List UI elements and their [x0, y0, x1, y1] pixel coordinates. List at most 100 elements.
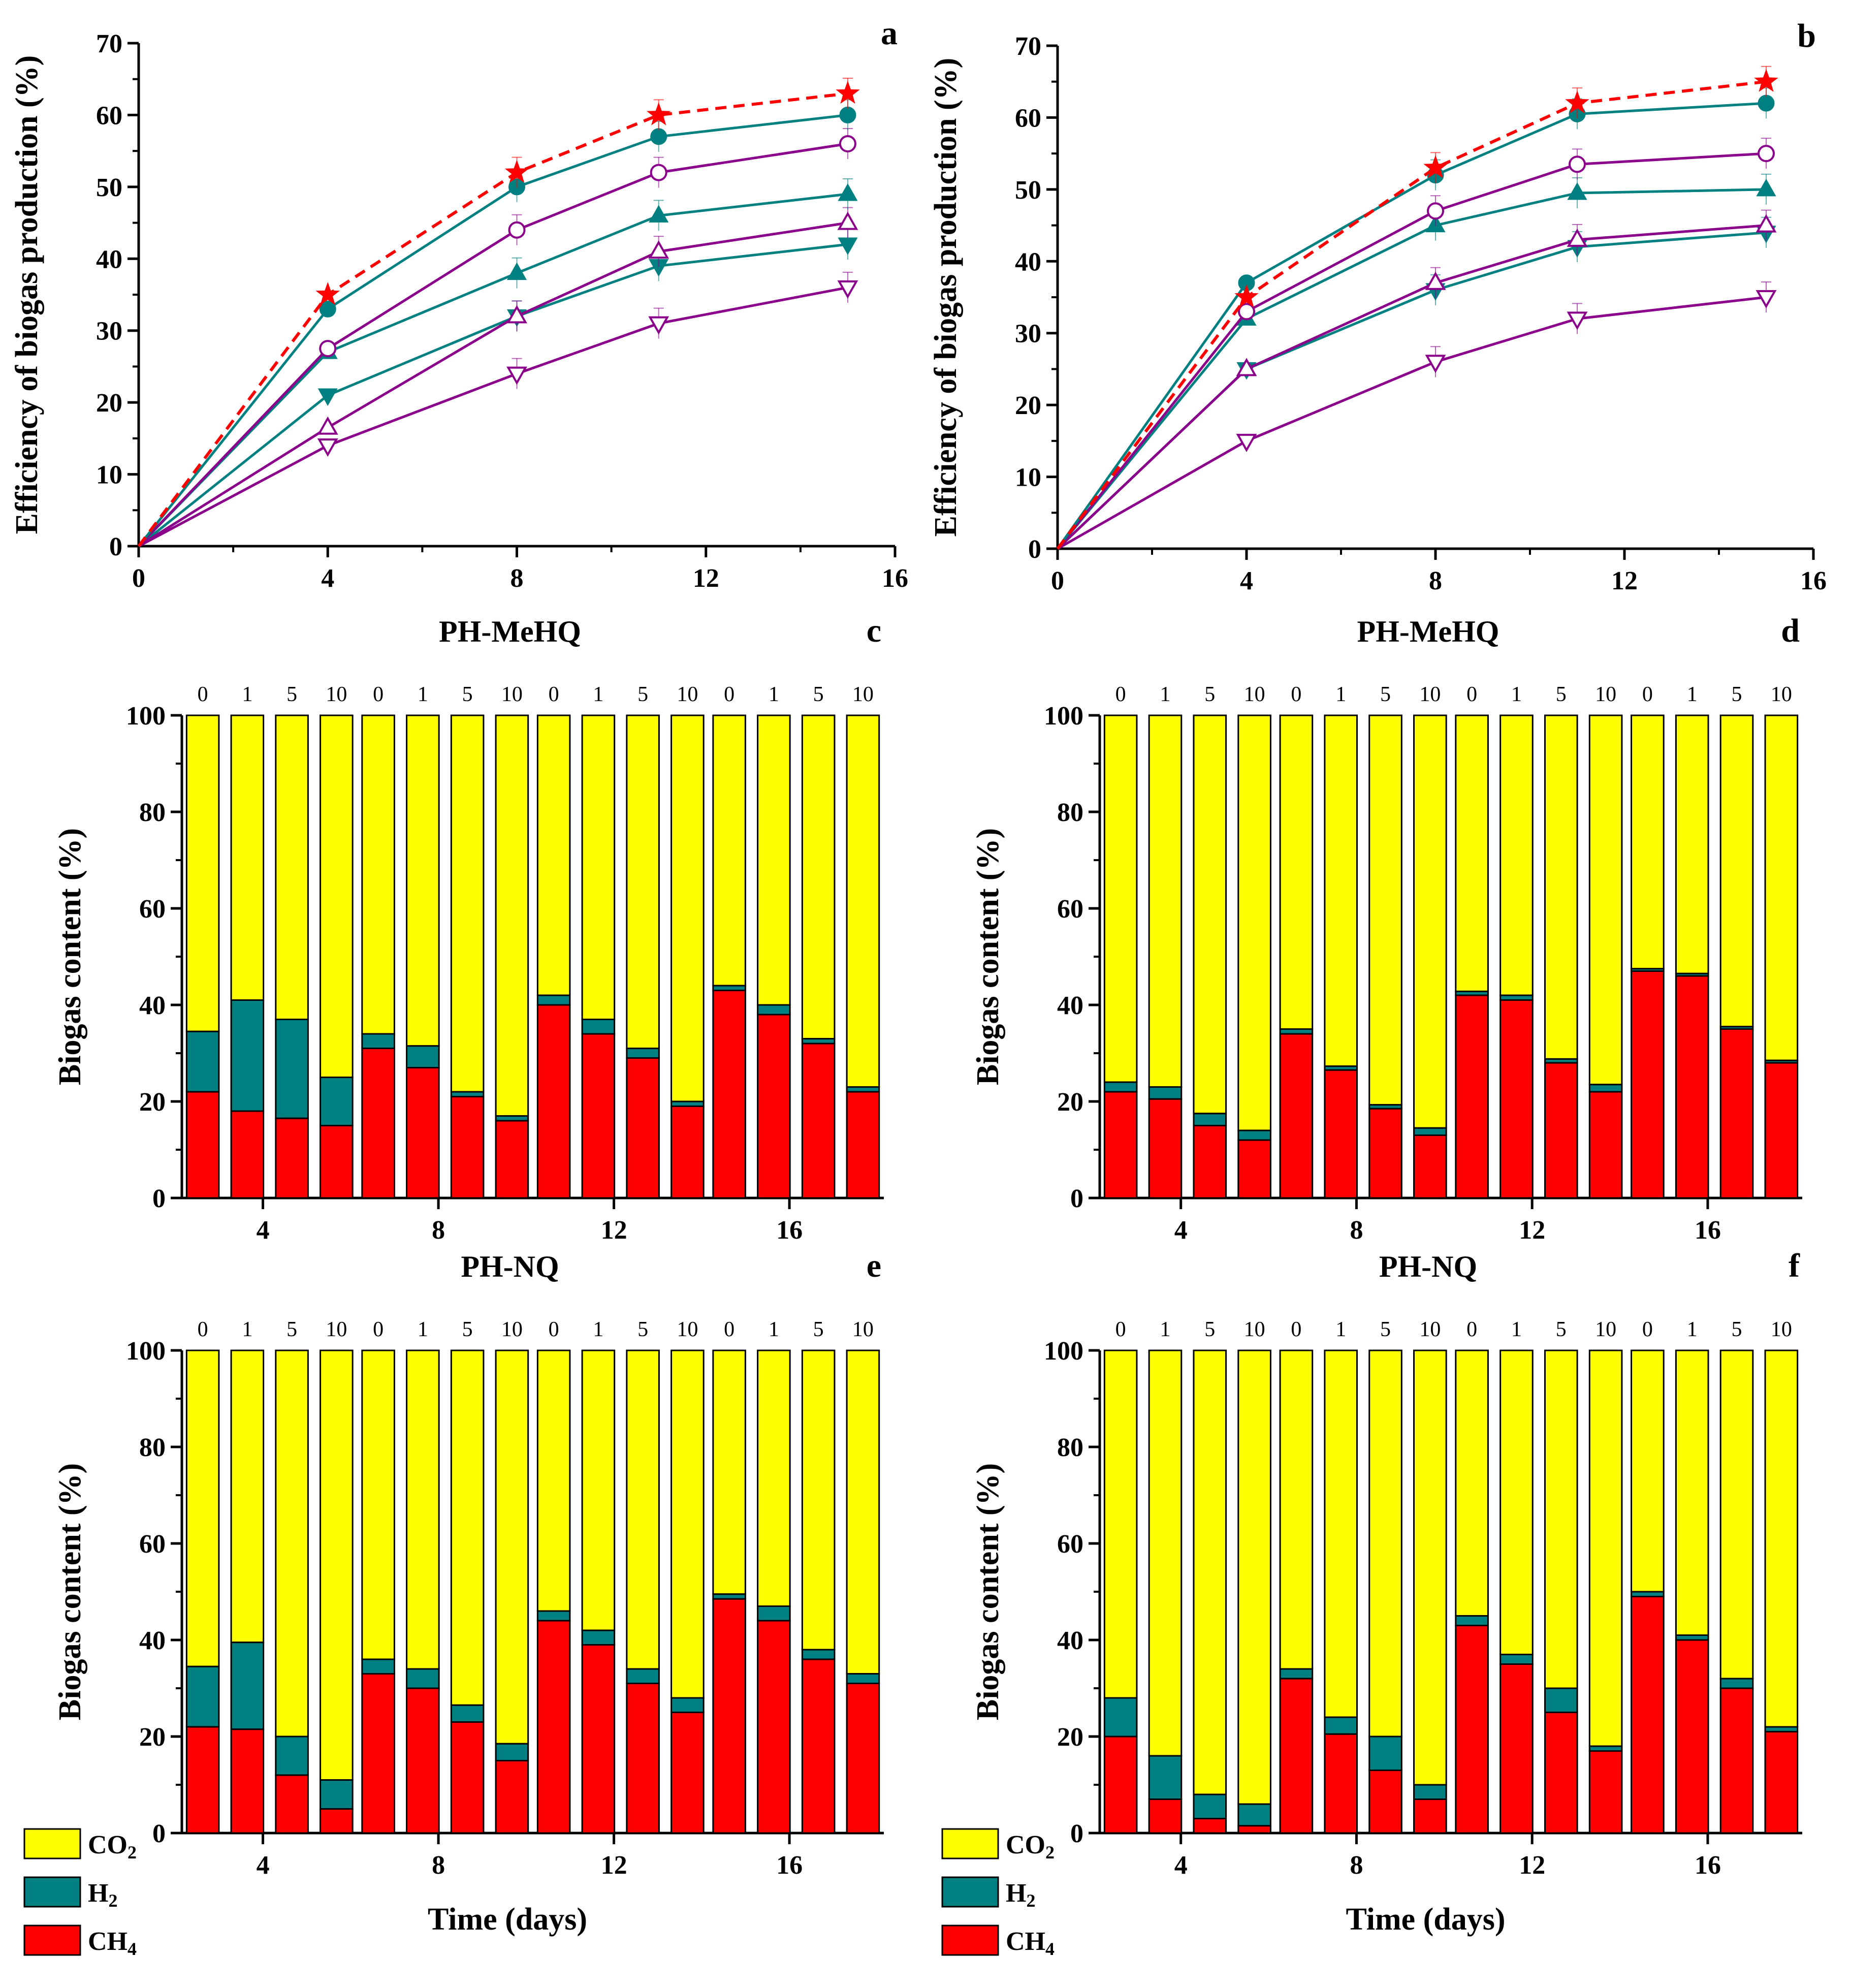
stacked-bar: 0 [185, 683, 220, 1199]
ch4-bar-segment [320, 1125, 354, 1199]
series-control [1056, 66, 1778, 550]
y-tick-label: 70 [96, 29, 122, 58]
ch4-bar-segment [1588, 1091, 1623, 1199]
ch4-bar-segment [1237, 1825, 1271, 1834]
h2-bar-segment [406, 1668, 440, 1689]
concentration-label: 1 [769, 1318, 779, 1341]
concentration-label: 10 [677, 1318, 698, 1341]
legend-label: CO2 [1006, 1831, 1055, 1863]
concentration-label: 10 [1595, 1318, 1616, 1341]
stacked-bar: 0 [1279, 683, 1314, 1199]
ch4-bar-segment [846, 1683, 880, 1834]
co2-bar-segment [581, 714, 616, 1020]
co2-bar-segment [1588, 714, 1623, 1086]
ch4-bar-segment [1719, 1028, 1754, 1199]
concentration-label: 1 [1511, 1318, 1522, 1341]
series-teal-triangle-up [1057, 173, 1776, 550]
co2-bar-segment [1455, 1349, 1489, 1617]
triangle-down-marker [1425, 355, 1446, 373]
ch4-bar-segment [1455, 994, 1489, 1199]
h2-bar-segment [320, 1077, 354, 1126]
y-tick-label: 50 [96, 173, 122, 202]
concentration-label: 0 [1642, 683, 1653, 706]
co2-bar-segment [581, 1349, 616, 1631]
x-tick-label: 12 [1611, 566, 1638, 595]
legend-label: H2 [1006, 1879, 1035, 1911]
series-line [1057, 231, 1767, 550]
y-tick-label: 20 [139, 1088, 166, 1117]
co2-bar-segment [1237, 1349, 1271, 1805]
ch4-bar-segment [361, 1048, 395, 1199]
y-tick-label: 40 [96, 245, 122, 274]
y-axis-title: Biogas content (%) [971, 1463, 1005, 1720]
concentration-label: 10 [1771, 1318, 1792, 1341]
series-line [138, 243, 848, 547]
legend-label-main: CH [1006, 1927, 1045, 1956]
stacked-bar: 1 [1499, 683, 1534, 1199]
ch4-bar-segment [1588, 1750, 1623, 1834]
y-axis-title: Efficiency of biogas production (%) [929, 58, 963, 537]
y-tick-label: 0 [1070, 1184, 1083, 1213]
co2-bar-segment [1544, 1349, 1578, 1689]
triangle-up-marker [506, 305, 527, 324]
x-tick-label: 4 [1240, 566, 1253, 595]
ch4-bar-segment [1499, 999, 1534, 1199]
ch4-bar-segment [1368, 1770, 1402, 1834]
concentration-label: 5 [1556, 683, 1567, 706]
stacked-bar: 10 [320, 683, 354, 1199]
stacked-bar: 1 [581, 1318, 616, 1834]
y-tick-label: 0 [152, 1184, 166, 1213]
concentration-label: 0 [549, 1318, 559, 1341]
co2-bar-segment [1499, 714, 1534, 996]
h2-bar-segment [671, 1697, 705, 1713]
concentration-label: 0 [724, 683, 735, 706]
h2-bar-segment [801, 1649, 836, 1660]
series-line [138, 222, 848, 548]
y-tick-label: 40 [139, 991, 166, 1020]
stacked-bar: 5 [1368, 1318, 1402, 1834]
circle-marker [1427, 202, 1444, 220]
x-tick-label: 4 [257, 1851, 270, 1880]
concentration-label: 0 [373, 683, 384, 706]
concentration-label: 1 [1687, 1318, 1698, 1341]
h2-bar-segment [230, 999, 265, 1112]
stacked-bar: 1 [1675, 1318, 1709, 1834]
x-tick-label: 16 [1695, 1216, 1721, 1245]
legend-swatch-h2 [941, 1876, 999, 1908]
stacked-bar: 10 [671, 1318, 705, 1834]
ch4-bar-segment [1764, 1731, 1799, 1834]
concentration-label: 1 [1335, 683, 1346, 706]
y-tick-label: 40 [1015, 247, 1041, 276]
concentration-label: 0 [1115, 683, 1126, 706]
co2-bar-segment [275, 1349, 309, 1738]
stacked-bar: 0 [536, 1318, 571, 1834]
ch4-bar-segment [1764, 1062, 1799, 1199]
triangle-down-marker [1236, 433, 1257, 452]
co2-bar-segment [1719, 714, 1754, 1028]
stacked-bar: 0 [1103, 683, 1138, 1199]
concentration-label: 5 [1380, 683, 1391, 706]
co2-bar-segment [1588, 1349, 1623, 1747]
co2-bar-segment [1193, 714, 1227, 1115]
co2-bar-segment [712, 1349, 746, 1595]
x-tick-label: 8 [432, 1851, 445, 1880]
y-tick-label: 10 [1015, 463, 1041, 492]
h2-bar-segment [1193, 1793, 1227, 1819]
concentration-label: 0 [373, 1318, 384, 1341]
ch4-bar-segment [801, 1043, 836, 1199]
circle-marker [650, 128, 667, 145]
concentration-label: 1 [418, 683, 428, 706]
stacked-bar: 10 [671, 683, 705, 1199]
stacked-bar: 0 [1103, 1318, 1138, 1834]
concentration-label: 5 [1380, 1318, 1391, 1341]
concentration-label: 0 [549, 683, 559, 706]
y-axis-title: Biogas content (%) [53, 1463, 87, 1720]
h2-bar-segment [1413, 1784, 1447, 1800]
x-tick-label: 0 [1051, 566, 1064, 595]
triangle-up-marker [506, 262, 527, 280]
h2-bar-segment [536, 1610, 571, 1622]
ch4-bar-segment [1631, 1596, 1665, 1834]
